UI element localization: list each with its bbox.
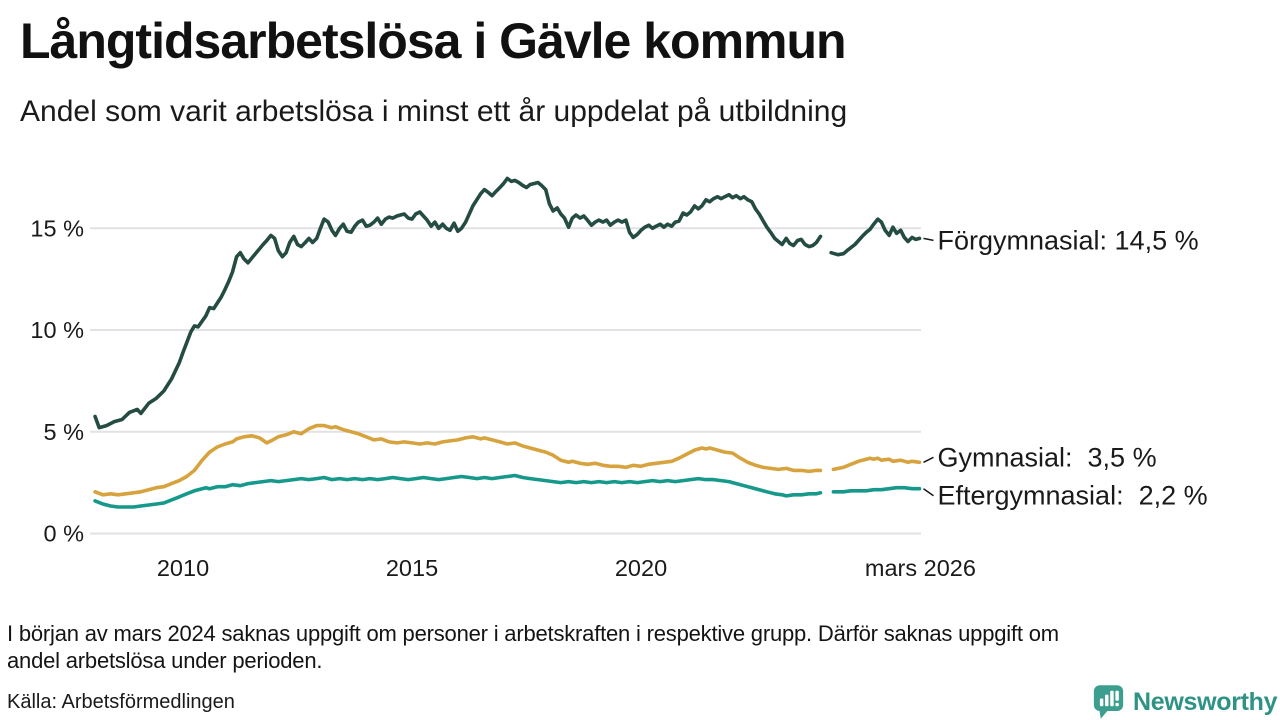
y-tick-label: 5 % [44, 419, 85, 445]
series-line-eftergymnasial [93, 473, 823, 509]
series-line-gymnasial [831, 456, 922, 472]
source-label: Källa: Arbetsförmedlingen [7, 691, 235, 713]
x-tick-label: mars 2026 [865, 555, 976, 581]
series-line-forgymnasial [93, 176, 823, 430]
series-line-eftergymnasial [831, 485, 922, 494]
series-line-forgymnasial [829, 217, 922, 257]
series-end-label-gymnasial: Gymnasial: 3,5 % [938, 442, 1157, 472]
x-tick-label: 2020 [615, 555, 667, 581]
label-connector-forgymnasial [923, 237, 934, 242]
y-tick-label: 0 % [44, 521, 85, 547]
newsworthy-wordmark: Newsworthy [1133, 687, 1278, 716]
y-tick-label: 15 % [30, 215, 84, 241]
footnote-line-2: andel arbetslösa under perioden. [7, 648, 323, 673]
newsworthy-icon [1093, 685, 1124, 719]
label-connector-eftergymnasial [923, 488, 934, 497]
series-end-label-forgymnasial: Förgymnasial: 14,5 % [938, 225, 1199, 255]
series-end-label-eftergymnasial: Eftergymnasial: 2,2 % [938, 481, 1208, 511]
chart-subtitle: Andel som varit arbetslösa i minst ett å… [20, 95, 848, 128]
x-tick-label: 2010 [157, 555, 209, 581]
footnote-line-1: I början av mars 2024 saknas uppgift om … [7, 621, 1059, 646]
chart-footnote: I början av mars 2024 saknas uppgift om … [7, 620, 1257, 674]
series-line-gymnasial [93, 423, 823, 497]
newsworthy-logo: Newsworthy [1093, 684, 1278, 720]
label-connector-gymnasial [923, 456, 934, 463]
x-tick-label: 2015 [386, 555, 438, 581]
y-tick-label: 10 % [30, 317, 84, 343]
page-title: Långtidsarbetslösa i Gävle kommun [20, 13, 847, 69]
